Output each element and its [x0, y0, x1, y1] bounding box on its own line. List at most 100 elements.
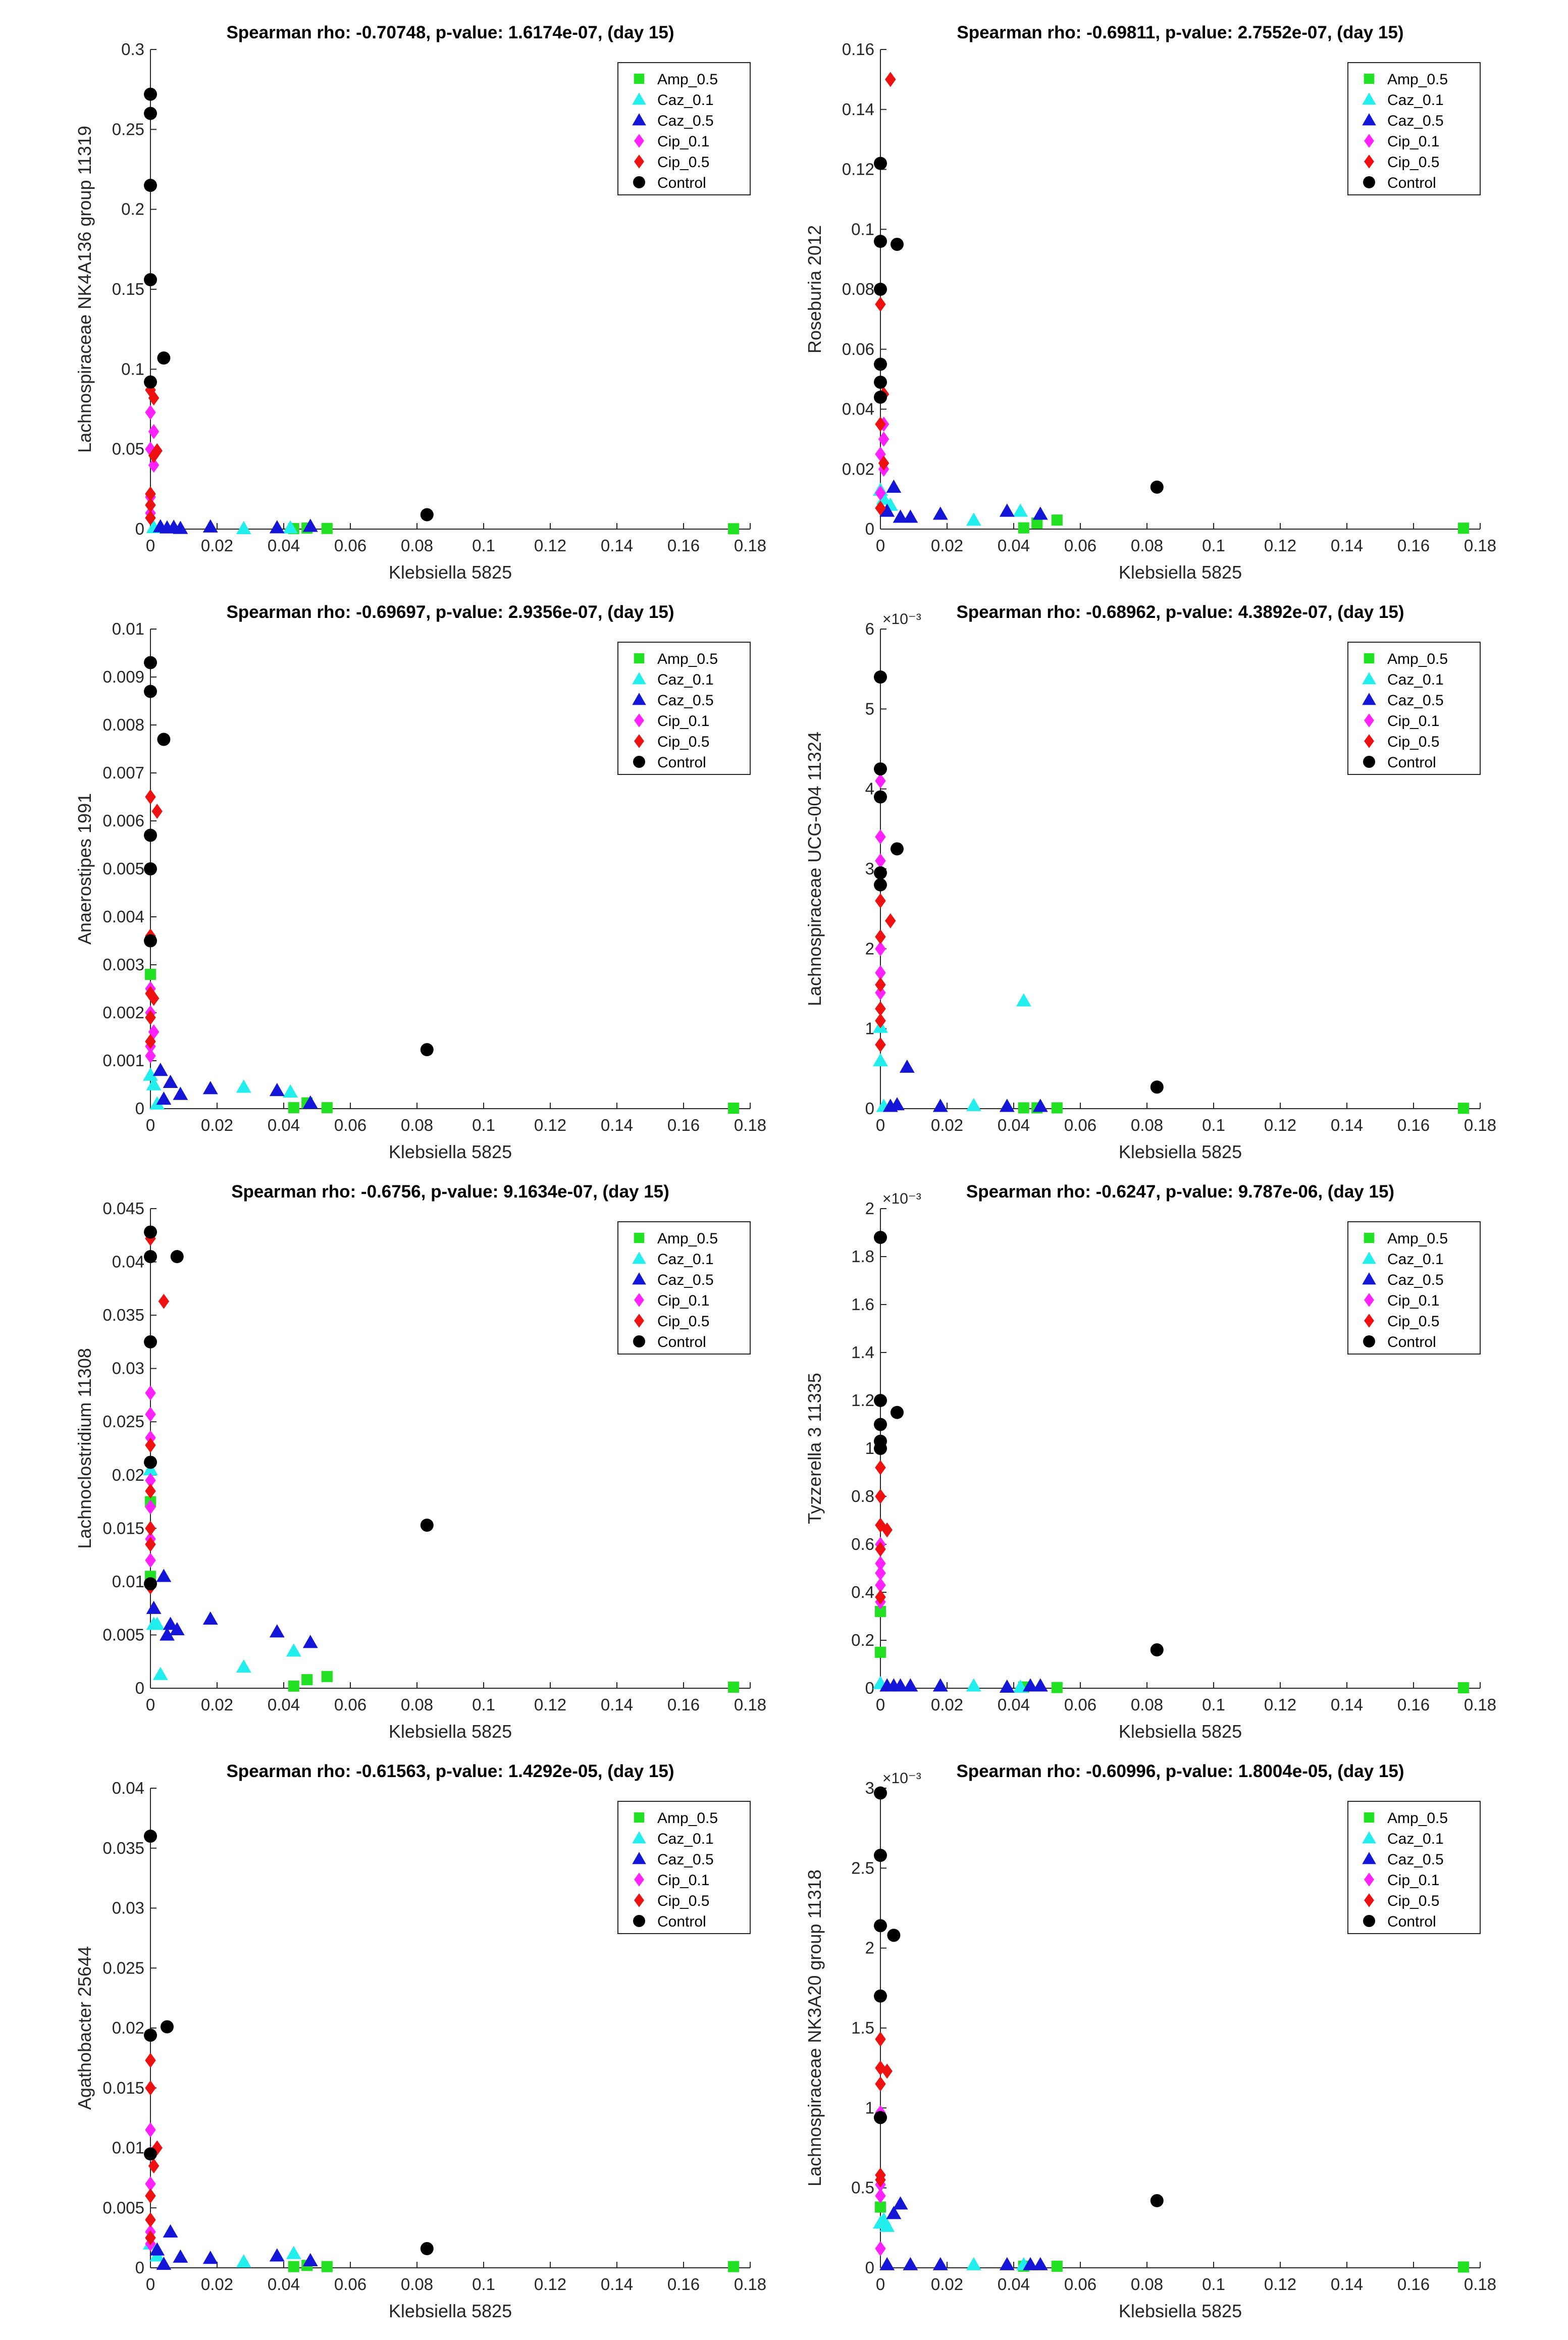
y-tick-label: 0.3: [121, 40, 144, 59]
y-tick-label: 0: [865, 1679, 874, 1697]
data-point-cip-0-5: [875, 1589, 886, 1605]
data-point-caz-0-1: [236, 1079, 251, 1093]
data-point-control: [874, 235, 887, 248]
x-tick-label: 0.08: [1131, 1695, 1163, 1714]
x-axis-label: Klebsiella 5825: [389, 1141, 512, 1162]
data-point-caz-0-1: [1016, 993, 1031, 1007]
data-point-control: [891, 1406, 904, 1419]
data-point-cip-0-5: [875, 417, 886, 432]
legend-marker-amp-0-5: [634, 73, 645, 84]
y-tick-label: 0.01: [112, 1572, 144, 1591]
data-point-amp-0-5: [288, 1680, 299, 1692]
data-point-caz-0-5: [893, 1678, 908, 1692]
data-point-cip-0-1: [875, 773, 886, 789]
data-point-caz-0-1: [143, 1067, 158, 1081]
y-exponent-label: ×10⁻³: [882, 611, 921, 628]
data-point-amp-0-5: [288, 2261, 299, 2272]
data-point-control: [144, 87, 157, 101]
data-point-amp-0-5: [1051, 1682, 1063, 1693]
legend-marker-cip-0-5: [1364, 154, 1374, 169]
legend-marker-cip-0-1: [1364, 713, 1374, 727]
data-point-caz-0-5: [1023, 2257, 1038, 2270]
data-point-caz-0-1: [879, 2218, 895, 2232]
y-tick-label: 0.005: [102, 1625, 144, 1644]
data-point-control: [170, 1250, 184, 1263]
legend-marker-caz-0-1: [632, 1831, 646, 1844]
legend-box: [1347, 1801, 1481, 1934]
data-point-control: [144, 934, 157, 948]
data-point-caz-0-5: [169, 1622, 185, 1636]
data-point-amp-0-5: [874, 1605, 886, 1618]
legend-label: Caz_0.1: [1387, 92, 1444, 109]
data-point-amp-0-5: [727, 523, 740, 535]
data-point-caz-0-5: [156, 1091, 172, 1105]
data-point-amp-0-5: [1457, 2261, 1470, 2273]
data-point-cip-0-5: [875, 500, 886, 516]
data-point-caz-0-5: [269, 1082, 285, 1097]
x-tick-label: 0.12: [534, 536, 566, 555]
data-point-control: [1150, 1080, 1164, 1094]
data-point-caz-0-5: [886, 2206, 902, 2219]
data-point-caz-0-5: [1023, 1678, 1038, 1692]
data-point-amp-0-5: [1018, 522, 1029, 534]
data-point-control: [1150, 1643, 1164, 1656]
legend: Amp_0.5 Caz_0.1 Caz_0.5 Cip_0.1 Cip_0.5 Contr…: [1347, 1221, 1481, 1355]
y-tick-label: 5: [865, 699, 874, 718]
data-point-control: [874, 1919, 887, 1933]
x-axis-label: Klebsiella 5825: [1119, 562, 1242, 583]
legend-box: [617, 642, 751, 775]
data-point-cip-0-5: [145, 2230, 156, 2246]
legend-marker-cip-0-1: [1364, 1873, 1374, 1887]
legend-label: Control: [657, 754, 706, 771]
legend-marker-caz-0-1: [1362, 1252, 1376, 1264]
data-point-amp-0-5: [1051, 1102, 1063, 1114]
x-tick-label: 0: [876, 1116, 885, 1134]
data-point-cip-0-5: [148, 390, 160, 406]
legend-marker-amp-0-5: [1364, 1812, 1375, 1823]
data-point-amp-0-5: [301, 1674, 313, 1686]
chart-title: Spearman rho: -0.70748, p-value: 1.6174e…: [226, 23, 674, 42]
x-tick-label: 0.16: [667, 1116, 700, 1134]
y-tick-label: 0.02: [842, 459, 874, 478]
data-point-cip-0-5: [881, 2063, 893, 2079]
x-tick-label: 0.04: [998, 1695, 1030, 1714]
data-point-amp-0-5: [321, 2261, 333, 2272]
x-tick-label: 0.08: [1131, 1116, 1163, 1134]
x-axis-label: Klebsiella 5825: [1119, 1141, 1242, 1162]
chart-title: Spearman rho: -0.61563, p-value: 1.4292e…: [226, 1761, 674, 1781]
y-tick-label: 3: [865, 1779, 874, 1797]
legend-label: Cip_0.5: [657, 1313, 709, 1330]
legend-label: Cip_0.1: [1387, 1292, 1439, 1309]
chart-title: Spearman rho: -0.60996, p-value: 1.8004e…: [956, 1761, 1404, 1781]
data-point-caz-0-1: [152, 1667, 168, 1680]
data-point-cip-0-1: [878, 431, 890, 447]
y-tick-label: 0.035: [102, 1839, 144, 1857]
legend-label: Control: [1387, 754, 1436, 771]
data-point-amp-0-5: [1051, 2260, 1063, 2272]
data-point-control: [874, 670, 887, 684]
data-point-control: [874, 1394, 887, 1407]
x-tick-label: 0.06: [1064, 1695, 1096, 1714]
x-tick-label: 0: [876, 536, 885, 555]
data-point-cip-0-1: [145, 441, 156, 457]
data-point-amp-0-5: [727, 1681, 740, 1693]
legend-label: Amp_0.5: [657, 71, 718, 88]
chart-panel-2: 0 0.02 0.04 0.06 0.08 0.1 0.12 0.14 0.16 0.18 0 0.0…: [804, 23, 1496, 583]
data-point-caz-0-5: [903, 2257, 918, 2270]
data-point-caz-0-5: [932, 1678, 948, 1692]
y-tick-label: 0.04: [112, 1253, 144, 1271]
legend-marker-cip-0-5: [634, 1893, 644, 1907]
data-point-amp-0-5: [727, 1103, 740, 1114]
y-tick-label: 0.007: [102, 763, 144, 782]
y-tick-label: 0.16: [842, 40, 874, 59]
data-point-caz-0-5: [173, 2249, 188, 2263]
x-axis-label: Klebsiella 5825: [1119, 1721, 1242, 1742]
y-tick-label: 0.05: [112, 440, 144, 458]
x-axis-label: Klebsiella 5825: [389, 1721, 512, 1742]
legend-marker-cip-0-5: [1364, 1893, 1374, 1907]
data-point-cip-0-5: [145, 2053, 156, 2068]
data-point-amp-0-5: [144, 968, 156, 980]
legend-label: Caz_0.5: [1387, 692, 1444, 709]
data-point-cip-0-1: [875, 829, 886, 845]
data-point-cip-0-1: [145, 2176, 156, 2192]
